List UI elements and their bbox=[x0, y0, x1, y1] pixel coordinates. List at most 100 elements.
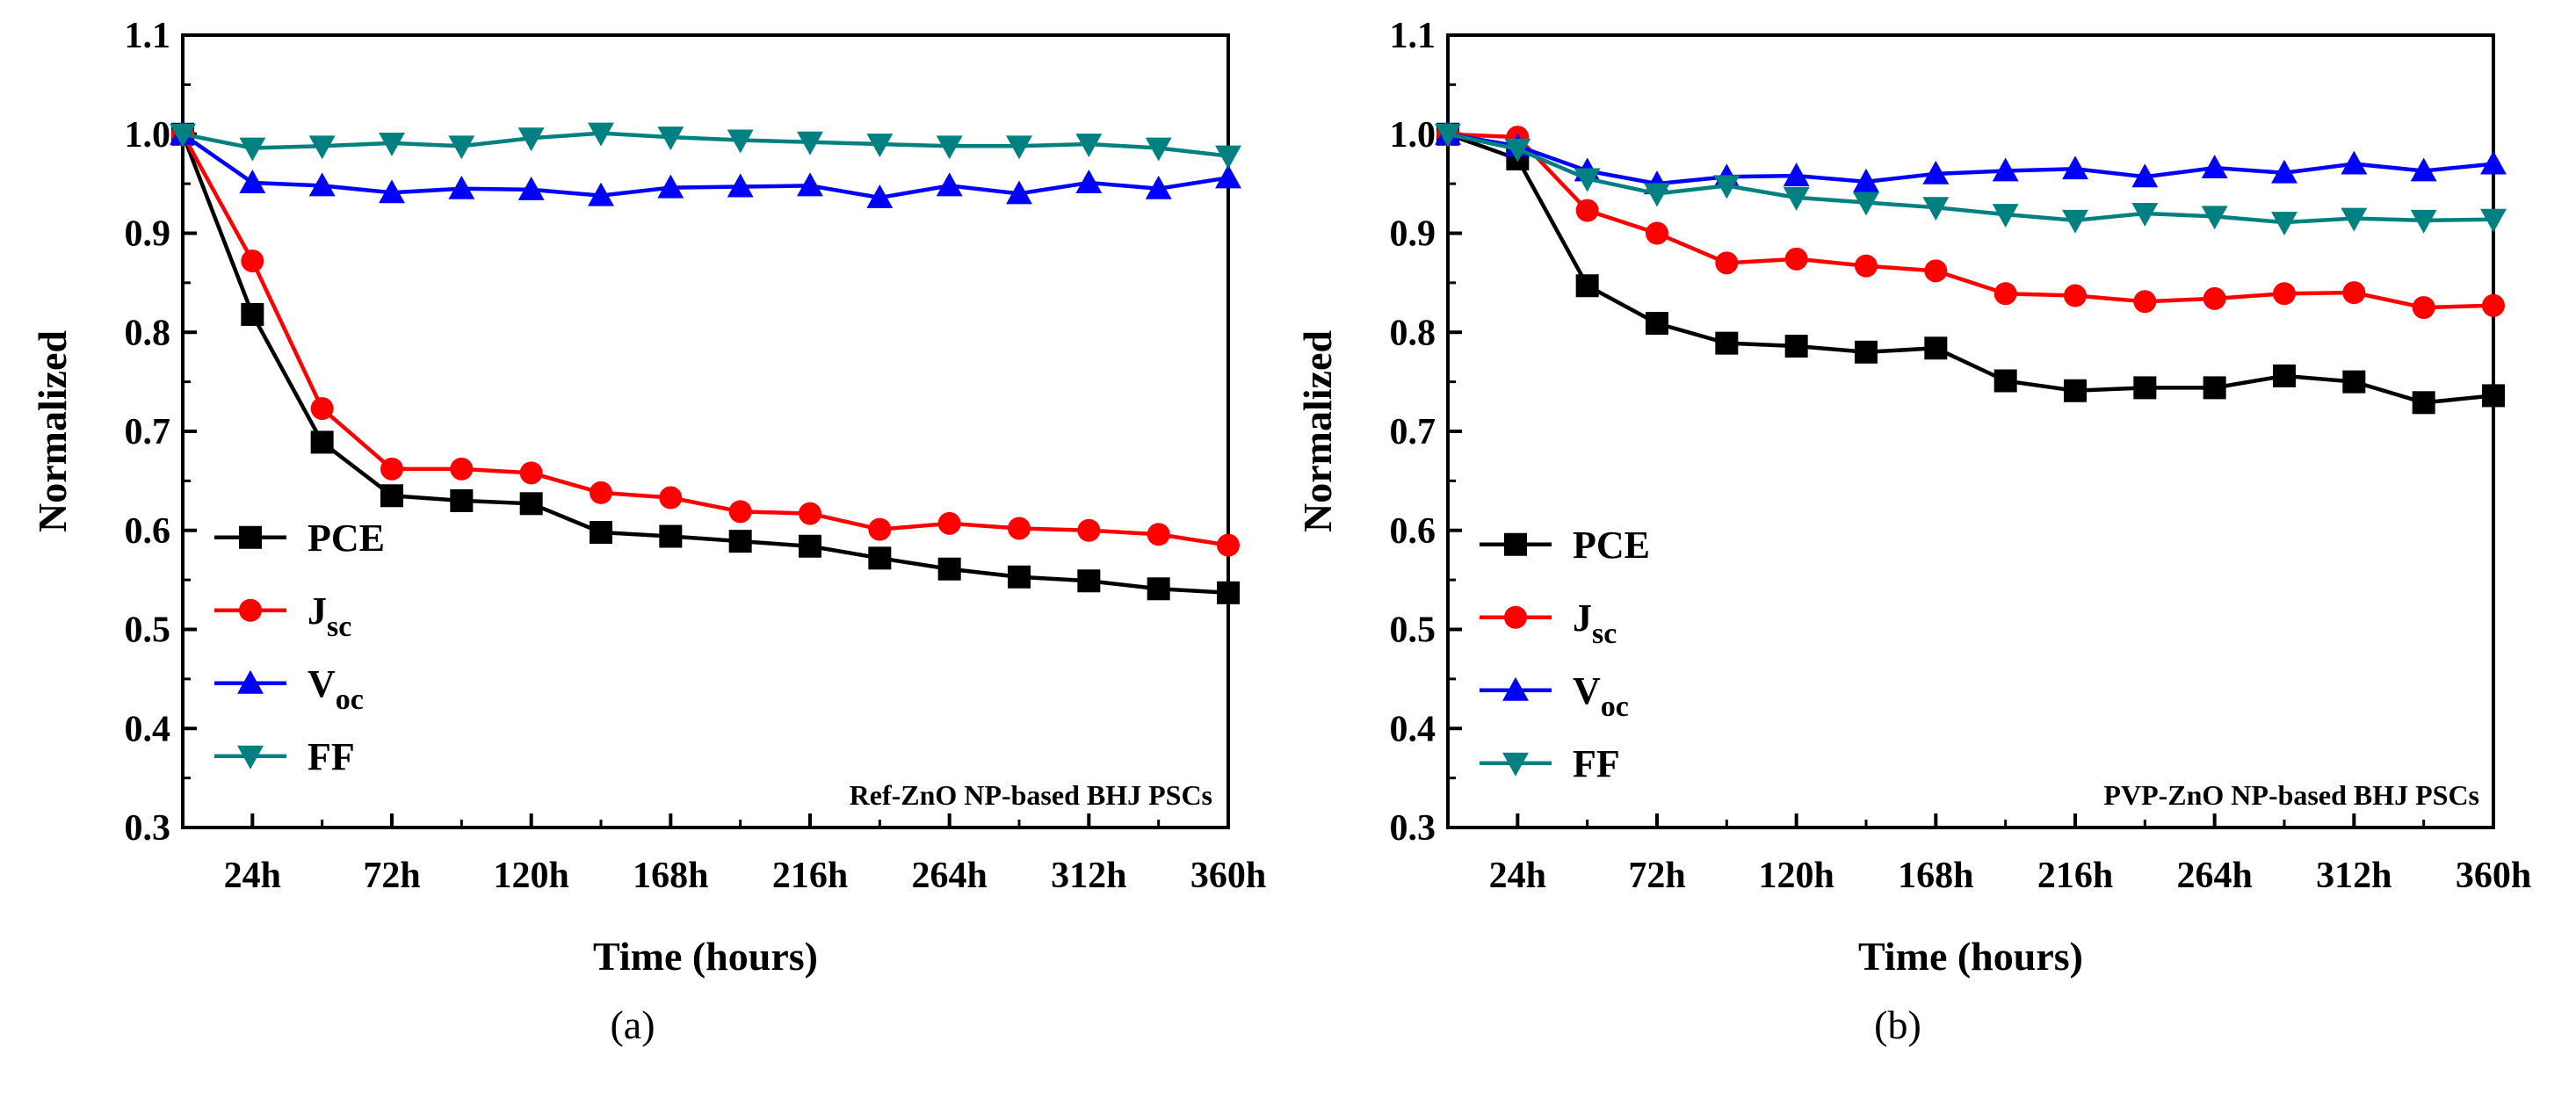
data-point-pce bbox=[1855, 340, 1878, 364]
data-point-pce bbox=[2133, 376, 2157, 400]
data-point-voc bbox=[797, 172, 823, 197]
data-point-pce bbox=[2342, 370, 2366, 394]
data-point-voc bbox=[1922, 160, 1950, 184]
data-point-pce bbox=[2412, 391, 2435, 415]
legend-marker bbox=[1504, 532, 1527, 556]
data-point-pce bbox=[1715, 331, 1739, 355]
data-point-voc bbox=[2410, 157, 2437, 182]
data-point-jsc bbox=[1008, 517, 1031, 540]
data-point-jsc bbox=[2203, 286, 2226, 310]
data-point-pce bbox=[1784, 335, 1808, 358]
y-tick-label: 1.0 bbox=[1390, 115, 1436, 155]
x-tick-label: 24h bbox=[224, 856, 281, 896]
data-point-voc bbox=[1075, 170, 1103, 193]
data-point-ff bbox=[308, 135, 336, 160]
data-point-ff bbox=[1713, 175, 1740, 199]
legend-marker bbox=[1502, 752, 1529, 777]
legend-label-voc: Voc bbox=[1573, 669, 1629, 723]
data-point-pce bbox=[310, 430, 334, 454]
data-point-ff bbox=[2131, 202, 2159, 227]
series-line-voc bbox=[1447, 132, 2494, 186]
x-tick-label: 312h bbox=[1051, 856, 1126, 896]
data-point-voc bbox=[1992, 157, 2019, 182]
x-tick-label: 264h bbox=[911, 856, 987, 896]
series-line-ff bbox=[1447, 132, 2494, 225]
x-tick-label: 312h bbox=[2316, 856, 2391, 896]
data-point-ff bbox=[1006, 135, 1032, 160]
x-axis-title: Time (hours) bbox=[593, 934, 818, 979]
data-point-pce bbox=[1924, 336, 1948, 360]
data-point-ff bbox=[1922, 197, 1950, 221]
data-point-voc bbox=[2062, 155, 2088, 180]
y-tick-label: 0.5 bbox=[125, 611, 171, 651]
data-point-pce bbox=[1008, 565, 1031, 589]
legend-marker bbox=[239, 525, 262, 549]
series-ff bbox=[170, 122, 1241, 170]
data-point-ff bbox=[448, 135, 475, 160]
data-point-voc bbox=[1215, 164, 1241, 189]
data-point-voc bbox=[2201, 155, 2228, 179]
legend-label-pce: PCE bbox=[1573, 524, 1650, 567]
data-point-ff bbox=[2201, 206, 2228, 230]
data-point-ff bbox=[1145, 137, 1172, 162]
x-tick-label: 216h bbox=[2037, 856, 2113, 896]
y-tick-label: 1.1 bbox=[125, 16, 171, 56]
data-point-voc bbox=[727, 173, 754, 198]
data-point-voc bbox=[866, 184, 894, 208]
data-point-voc bbox=[588, 182, 614, 206]
data-point-voc bbox=[1853, 168, 1879, 192]
series-voc bbox=[170, 120, 1241, 208]
data-point-voc bbox=[239, 170, 266, 193]
data-point-pce bbox=[1575, 274, 1599, 298]
data-point-pce bbox=[659, 524, 683, 548]
y-tick-label: 0.4 bbox=[1390, 709, 1436, 749]
series-line-ff bbox=[182, 131, 1229, 158]
data-point-pce bbox=[868, 546, 892, 570]
legend-label-pce: PCE bbox=[308, 517, 385, 560]
data-point-voc bbox=[2480, 150, 2507, 175]
data-point-ff bbox=[1574, 168, 1601, 192]
data-point-jsc bbox=[2482, 293, 2505, 317]
y-axis-title: Normalized bbox=[1295, 330, 1340, 532]
data-point-pce bbox=[799, 534, 821, 558]
series-line-jsc bbox=[1447, 132, 2494, 310]
legend-label-jsc: Jsc bbox=[308, 589, 351, 643]
series-ff bbox=[1435, 123, 2507, 236]
y-tick-label: 0.7 bbox=[1390, 412, 1436, 452]
x-tick-label: 72h bbox=[363, 856, 420, 896]
data-point-jsc bbox=[241, 249, 264, 273]
data-point-ff bbox=[588, 122, 614, 147]
data-point-jsc bbox=[1855, 254, 1878, 278]
data-point-ff bbox=[1504, 138, 1531, 163]
data-point-jsc bbox=[1646, 221, 1668, 245]
data-point-ff bbox=[379, 132, 405, 156]
legend-marker bbox=[237, 745, 264, 770]
data-point-pce bbox=[2482, 384, 2505, 408]
data-point-voc bbox=[1006, 180, 1032, 205]
y-tick-label: 0.7 bbox=[125, 412, 171, 452]
x-axis-title: Time (hours) bbox=[1858, 934, 2083, 979]
x-tick-label: 120h bbox=[1758, 856, 1834, 896]
series-line-pce bbox=[180, 133, 1229, 596]
legend-marker bbox=[237, 669, 264, 694]
series-line-pce bbox=[1447, 132, 2494, 405]
data-point-ff bbox=[1215, 145, 1241, 170]
data-point-ff bbox=[727, 129, 754, 154]
legend-marker bbox=[1504, 605, 1527, 629]
data-point-pce bbox=[380, 484, 403, 508]
series-pce bbox=[1436, 122, 2505, 415]
data-point-jsc bbox=[1077, 518, 1101, 542]
data-point-ff bbox=[866, 134, 894, 157]
panel-annotation: PVP-ZnO NP-based BHJ PSCs bbox=[2103, 779, 2479, 811]
data-point-jsc bbox=[937, 511, 961, 535]
series-line-voc bbox=[181, 132, 1229, 200]
data-point-ff bbox=[1435, 123, 1461, 148]
data-point-jsc bbox=[519, 461, 543, 485]
data-point-jsc bbox=[1784, 247, 1808, 271]
series-jsc bbox=[171, 122, 1240, 557]
data-point-jsc bbox=[728, 500, 752, 524]
y-tick-label: 0.3 bbox=[1390, 808, 1436, 849]
legend-label-voc: Voc bbox=[308, 662, 364, 716]
data-point-ff bbox=[170, 123, 196, 148]
